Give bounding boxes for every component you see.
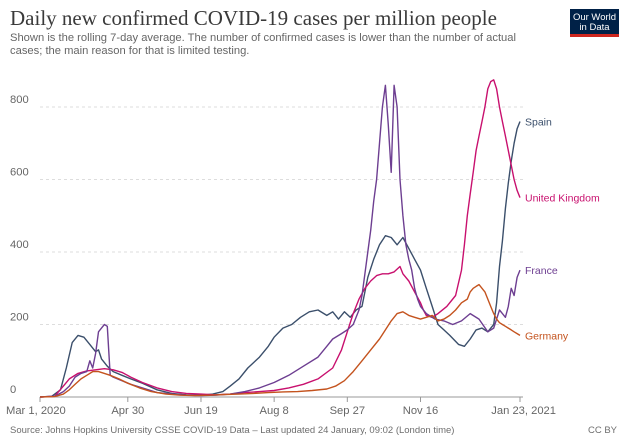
x-tick-label: Apr 30 [111, 405, 144, 417]
chart-subtitle: Shown is the rolling 7-day average. The … [10, 32, 516, 57]
x-tick-label: Nov 16 [403, 405, 438, 417]
logo-line-1: Our World [572, 12, 617, 23]
y-tick-label: 600 [10, 167, 29, 179]
series-label-united-kingdom: United Kingdom [525, 193, 600, 205]
y-tick-label: 800 [10, 94, 29, 106]
y-tick-label: 400 [10, 239, 29, 251]
y-tick-label: 200 [10, 312, 29, 324]
x-tick-label: Aug 8 [260, 405, 289, 417]
owid-logo[interactable]: Our World in Data [570, 9, 619, 37]
source-note[interactable]: Source: Johns Hopkins University CSSE CO… [10, 425, 455, 436]
series-line-france [39, 84, 521, 398]
logo-line-2: in Data [579, 22, 610, 33]
chart-title: Daily new confirmed COVID-19 cases per m… [10, 6, 497, 30]
series-label-germany: Germany [525, 330, 569, 342]
series-line-germany [39, 283, 521, 398]
series-label-spain: Spain [525, 117, 552, 129]
series-line-spain [39, 121, 521, 398]
series-label-france: France [525, 265, 558, 277]
x-tick-label: Jun 19 [184, 405, 218, 417]
x-tick-label: Mar 1, 2020 [6, 405, 66, 417]
license-label[interactable]: CC BY [587, 425, 617, 436]
y-tick-label: 0 [10, 384, 16, 396]
x-tick-label: Sep 27 [330, 405, 365, 417]
x-tick-label: Jan 23, 2021 [491, 405, 556, 417]
series-line-united-kingdom [39, 79, 521, 398]
